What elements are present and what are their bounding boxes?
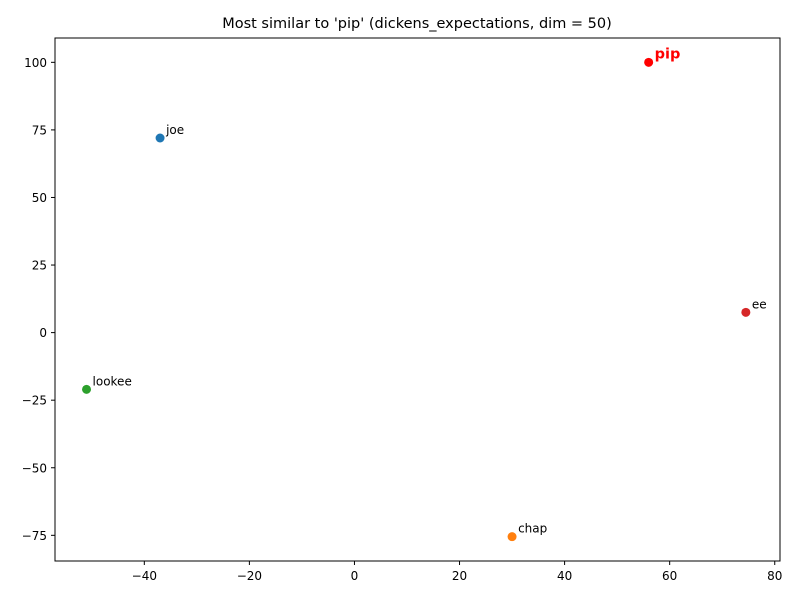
axes-frame xyxy=(54,37,781,562)
point-label-pip: pip xyxy=(655,46,681,62)
x-tick-label: −20 xyxy=(237,569,262,583)
x-tick-label: 60 xyxy=(662,569,677,583)
x-tick-label: 40 xyxy=(557,569,572,583)
y-tick-label: 0 xyxy=(39,326,47,340)
y-tick-label: 25 xyxy=(32,259,47,273)
x-tick-label: 0 xyxy=(351,569,359,583)
data-point-lookee[interactable] xyxy=(82,384,92,394)
x-tick-label: −40 xyxy=(132,569,157,583)
point-label-lookee: lookee xyxy=(93,374,132,388)
y-tick-label: −25 xyxy=(22,394,47,408)
y-tick-label: 75 xyxy=(32,123,47,137)
data-point-pip[interactable] xyxy=(644,57,654,67)
y-tick-label: −50 xyxy=(22,461,47,475)
y-tick-label: 100 xyxy=(24,56,47,70)
x-tick-label: 20 xyxy=(452,569,467,583)
y-tick-label: 50 xyxy=(32,191,47,205)
point-label-joe: joe xyxy=(165,123,184,137)
data-point-ee[interactable] xyxy=(741,307,751,317)
x-tick-label: 80 xyxy=(767,569,782,583)
chart-title: Most similar to 'pip' (dickens_expectati… xyxy=(222,16,612,32)
y-tick-label: −75 xyxy=(22,529,47,543)
data-point-chap[interactable] xyxy=(507,532,517,542)
plot-area: −40 −20 0 20 40 60 80 −75 −50 −25 0 25 50 75 100 joe cha… xyxy=(22,37,782,583)
point-label-ee: ee xyxy=(752,297,767,311)
point-label-chap: chap xyxy=(518,522,547,536)
data-point-joe[interactable] xyxy=(155,133,165,143)
